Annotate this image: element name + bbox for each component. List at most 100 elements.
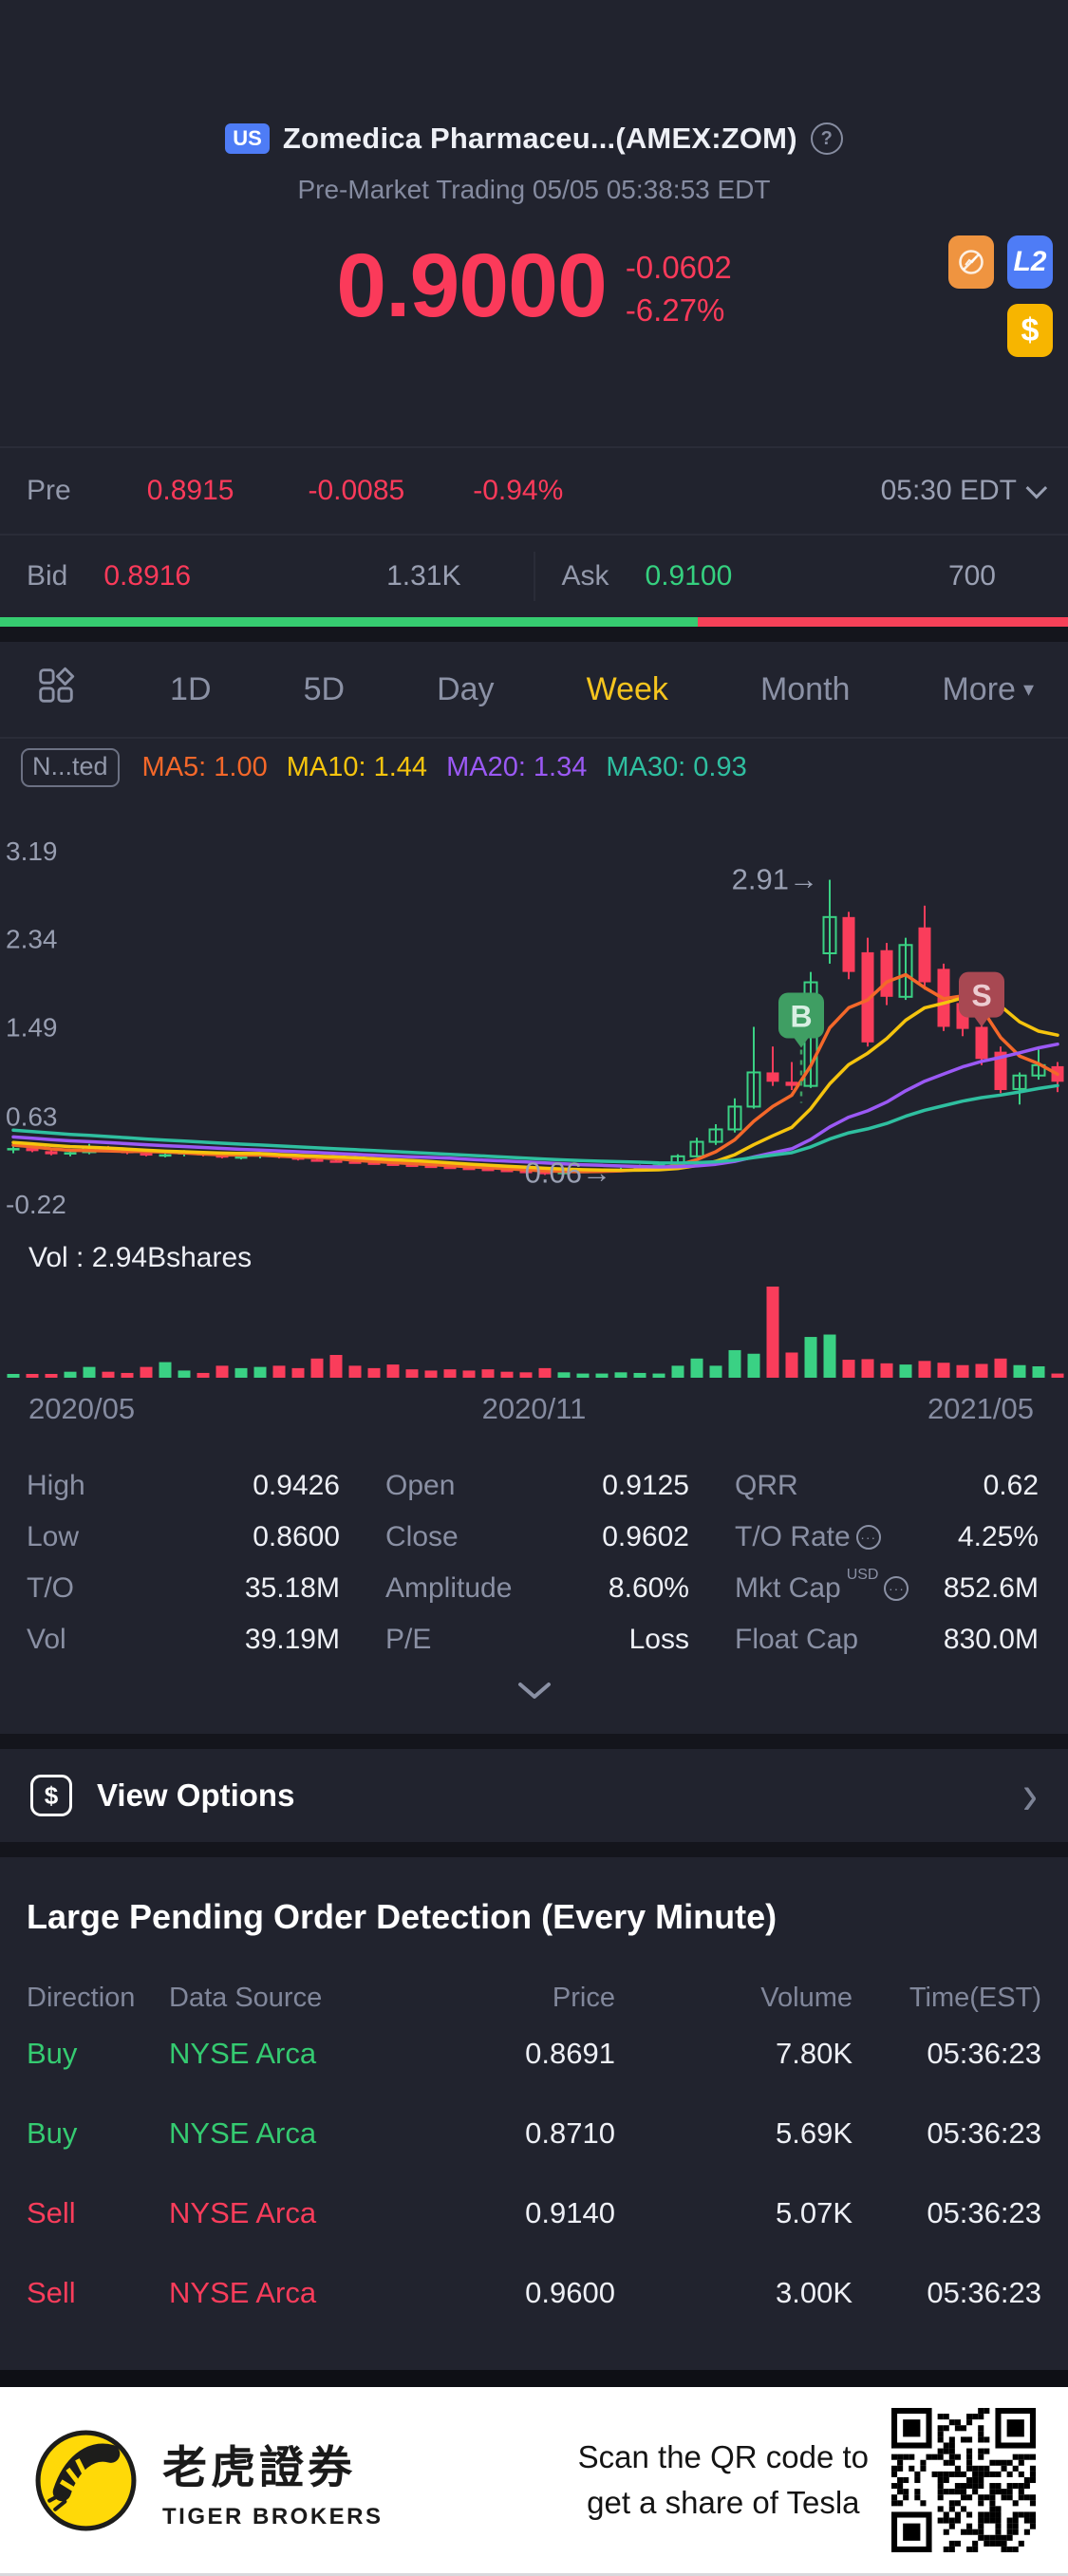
stat-label: High — [27, 1470, 85, 1501]
cell-direction: Buy — [27, 2116, 78, 2150]
stat-row: Mkt Cap USD ··· 852.6M — [735, 1563, 1039, 1614]
stat-value: 35.18M — [244, 1572, 340, 1604]
stat-row: Float Cap 830.0M — [735, 1614, 1039, 1665]
cell-data-source: NYSE Arca — [169, 2116, 317, 2150]
footer-banner[interactable]: 老虎證券 TIGER BROKERS Scan the QR code to g… — [0, 2387, 1068, 2573]
bid-ask-ratio-bar — [0, 617, 1068, 627]
prohibited-chart-icon — [959, 250, 984, 274]
price-chart[interactable]: 3.19 2.34 1.49 0.63 -0.22 2.91→ 0.06→ B S — [0, 796, 1068, 1232]
stat-value: 830.0M — [943, 1624, 1039, 1655]
cell-data-source: NYSE Arca — [169, 2196, 317, 2229]
no-trade-icon[interactable] — [948, 235, 994, 289]
bid-price: 0.8916 — [103, 560, 192, 592]
cell-time: 05:36:23 — [927, 2037, 1041, 2070]
cash-badge[interactable]: $ — [1007, 304, 1053, 357]
cell-data-source: NYSE Arca — [169, 2276, 317, 2309]
tab-day[interactable]: Day — [437, 670, 495, 707]
cell-time: 05:36:23 — [927, 2116, 1041, 2150]
table-header: Direction Data Source Price Volume Time(… — [27, 1983, 1041, 2014]
price-change: -0.0602 -6.27% — [626, 241, 732, 446]
stat-row: Vol 39.19M — [27, 1614, 340, 1665]
cell-direction: Buy — [27, 2037, 78, 2070]
info-more-icon[interactable]: ··· — [855, 1525, 881, 1550]
col-price: Price — [552, 1983, 615, 2013]
stats-panel: High 0.9426 Low 0.8600 T/O 35.18M Vol 39.19M Ope… — [0, 1438, 1068, 1734]
stats-column: High 0.9426 Low 0.8600 T/O 35.18M Vol 39.19M — [27, 1460, 340, 1665]
change-percent: -6.27% — [625, 291, 725, 328]
svg-text:0.06→: 0.06→ — [525, 1156, 611, 1189]
pre-change: -0.0085 — [308, 475, 405, 506]
stat-value: 0.9426 — [253, 1470, 340, 1501]
tab-more[interactable]: More ▾ — [942, 670, 1034, 707]
qr-caption-line1: Scan the QR code to — [577, 2439, 869, 2475]
x-tick-center: 2020/11 — [481, 1392, 587, 1425]
stat-row: T/O 35.18M — [27, 1563, 340, 1614]
stat-label: T/O Rate ··· — [735, 1521, 881, 1553]
cell-direction: Sell — [27, 2276, 76, 2309]
brand-name-en: TIGER BROKERS — [162, 2503, 384, 2529]
stat-row: Low 0.8600 — [27, 1512, 340, 1563]
tab-week[interactable]: Week — [586, 670, 668, 707]
stat-label: Close — [385, 1521, 459, 1552]
info-more-icon[interactable]: ··· — [884, 1576, 909, 1601]
svg-text:-0.22: -0.22 — [6, 1190, 66, 1219]
adjust-mode-button[interactable]: N...ted — [21, 747, 120, 787]
svg-text:0.63: 0.63 — [6, 1101, 58, 1131]
stats-grid: High 0.9426 Low 0.8600 T/O 35.18M Vol 39.19M Ope… — [27, 1460, 1041, 1665]
pre-change-percent: -0.94% — [473, 475, 564, 506]
session-time-dropdown[interactable]: 05:30 EDT — [880, 475, 1048, 507]
tab-month[interactable]: Month — [759, 670, 851, 707]
view-options-row[interactable]: $ View Options › — [0, 1749, 1068, 1842]
pre-time-label: 05:30 EDT — [880, 475, 1017, 506]
pending-orders-section: Large Pending Order Detection (Every Min… — [0, 1857, 1068, 2370]
cell-volume: 5.69K — [775, 2116, 853, 2150]
stat-row: High 0.9426 — [27, 1460, 340, 1512]
view-options-label: View Options — [97, 1777, 295, 1813]
tab-5d[interactable]: 5D — [303, 670, 346, 707]
stat-label: Mkt Cap USD ··· — [735, 1567, 909, 1605]
stat-row: Close 0.9602 — [385, 1512, 689, 1563]
help-icon[interactable]: ? — [810, 122, 843, 155]
level2-label: L2 — [1013, 246, 1047, 277]
bid-ratio-segment — [0, 617, 698, 627]
col-volume: Volume — [760, 1983, 853, 2013]
qr-caption-line2: get a share of Tesla — [587, 2485, 860, 2520]
stat-label: Amplitude — [385, 1572, 513, 1604]
tab-1d[interactable]: 1D — [170, 670, 212, 707]
ask-price: 0.9100 — [645, 560, 733, 592]
tiger-brokers-logo — [35, 2430, 137, 2530]
stat-value: 0.8600 — [253, 1521, 340, 1552]
page-title: Zomedica Pharmaceu...(AMEX:ZOM) — [282, 122, 797, 155]
stat-row: T/O Rate ··· 4.25% — [735, 1512, 1039, 1563]
header: US Zomedica Pharmaceu...(AMEX:ZOM) ? Pre… — [0, 0, 1068, 204]
bid-label: Bid — [27, 560, 68, 592]
stat-row: Open 0.9125 — [385, 1460, 689, 1512]
ask-label: Ask — [561, 560, 609, 592]
volume-chart[interactable] — [0, 1279, 1068, 1383]
stat-value: 0.9125 — [602, 1470, 689, 1501]
cell-volume: 5.07K — [775, 2196, 853, 2229]
last-price: 0.9000 — [336, 235, 608, 336]
svg-text:1.49: 1.49 — [6, 1012, 58, 1042]
stat-label: QRR — [735, 1470, 798, 1501]
chart-layout-icon[interactable] — [34, 664, 78, 716]
qr-caption: Scan the QR code to get a share of Tesla — [578, 2435, 869, 2526]
stat-value: 852.6M — [943, 1572, 1039, 1604]
svg-text:S: S — [971, 979, 991, 1013]
brand-name-cn: 老虎證券 — [162, 2441, 356, 2492]
ask-half: Ask 0.9100 700 — [535, 560, 1068, 592]
stat-label: P/E — [385, 1624, 432, 1655]
volume-readout: Vol : 2.94Bshares — [28, 1242, 253, 1273]
stat-value: 0.9602 — [602, 1521, 689, 1552]
cell-time: 05:36:23 — [927, 2196, 1041, 2229]
cell-data-source: NYSE Arca — [169, 2037, 317, 2070]
expand-stats-button[interactable] — [506, 1679, 563, 1702]
pre-session-row: Pre 0.8915 -0.0085 -0.94% 05:30 EDT — [0, 446, 1068, 534]
cell-direction: Sell — [27, 2196, 76, 2229]
stat-label: Vol — [27, 1624, 66, 1655]
svg-text:2.91→: 2.91→ — [732, 863, 818, 896]
stat-value: 39.19M — [244, 1624, 340, 1655]
level2-badge[interactable]: L2 — [1007, 235, 1053, 289]
title-row: US Zomedica Pharmaceu...(AMEX:ZOM) ? — [0, 116, 1068, 161]
divider — [0, 1842, 1068, 1857]
